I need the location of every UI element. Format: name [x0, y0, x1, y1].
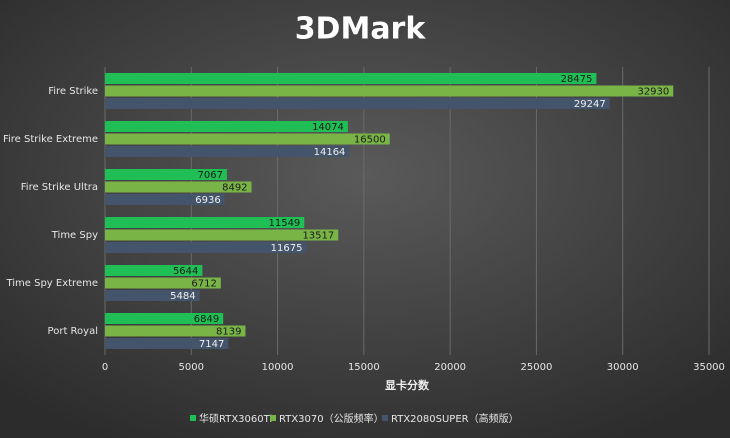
bar [105, 265, 203, 276]
bar [105, 229, 339, 241]
x-tick-label: 15000 [348, 362, 380, 373]
x-axis-label: 显卡分数 [385, 378, 430, 392]
x-tick-label: 25000 [521, 362, 553, 373]
y-tick-label: Fire Strike Extreme [3, 134, 98, 145]
value-label: 8139 [216, 327, 241, 338]
value-label: 7067 [198, 170, 223, 181]
legend-swatch [190, 415, 196, 421]
bar [105, 169, 227, 180]
value-label: 13517 [302, 231, 334, 242]
value-label: 28475 [561, 74, 593, 85]
legend-label: RTX2080SUPER（高频版） [391, 412, 519, 425]
value-label: 29247 [574, 99, 606, 110]
bar [105, 181, 252, 193]
value-label: 6936 [195, 195, 220, 206]
x-tick-label: 5000 [179, 362, 204, 373]
value-label: 11675 [271, 243, 303, 254]
bar [105, 217, 305, 228]
legend-label: RTX3070（公版频率） [279, 412, 384, 425]
value-label: 16500 [354, 135, 386, 146]
value-label: 6849 [194, 314, 219, 325]
bar [105, 85, 674, 97]
value-label: 32930 [637, 87, 669, 98]
bar [105, 242, 307, 253]
legend-label: 华硕RTX3060Ti [199, 412, 272, 425]
value-label: 8492 [222, 183, 247, 194]
y-tick-label: Port Royal [48, 326, 98, 337]
bar [105, 133, 390, 145]
bar [105, 146, 350, 157]
legend-swatch [270, 415, 276, 421]
x-tick-label: 0 [102, 362, 108, 373]
bar [105, 121, 348, 132]
chart-title: 3DMark [295, 12, 427, 47]
y-tick-label: Fire Strike Ultra [21, 182, 98, 193]
value-label: 6712 [191, 279, 216, 290]
x-tick-label: 35000 [693, 362, 725, 373]
value-label: 11549 [268, 218, 300, 229]
value-label: 7147 [199, 339, 224, 350]
bar [105, 290, 200, 301]
bar [105, 325, 246, 337]
legend-swatch [382, 415, 388, 421]
bar [105, 277, 221, 289]
y-tick-label: Time Spy [51, 230, 98, 241]
y-tick-label: Time Spy Extreme [5, 278, 98, 289]
value-label: 14074 [312, 122, 344, 133]
x-tick-label: 10000 [262, 362, 294, 373]
value-label: 5644 [173, 266, 198, 277]
x-tick-label: 30000 [607, 362, 639, 373]
x-tick-label: 20000 [434, 362, 466, 373]
bar [105, 313, 224, 324]
bar [105, 194, 225, 205]
bar [105, 338, 229, 349]
bar [105, 73, 597, 84]
value-label: 5484 [170, 291, 195, 302]
value-label: 14164 [314, 147, 346, 158]
y-tick-label: Fire Strike [48, 86, 98, 97]
bar [105, 98, 610, 109]
